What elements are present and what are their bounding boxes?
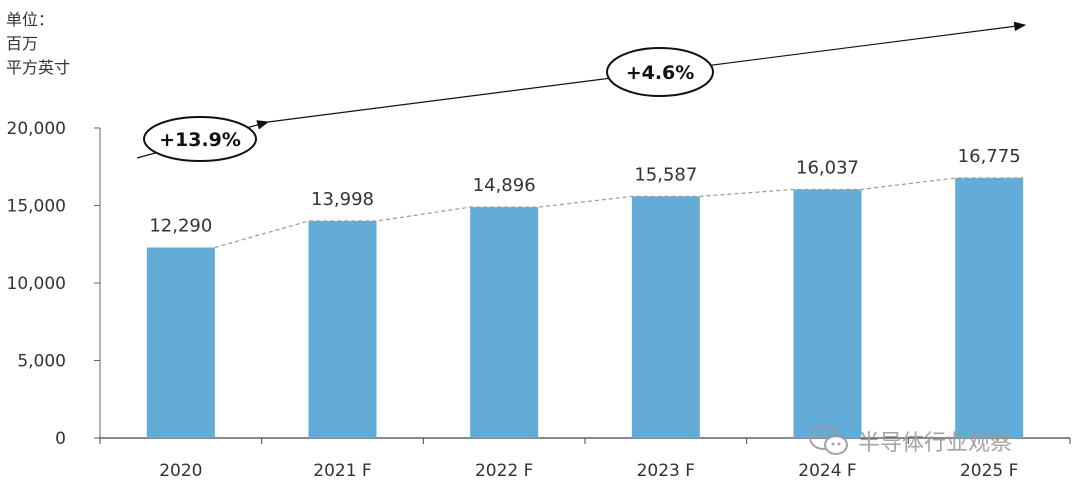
x-tick-label: 2021 F xyxy=(313,461,371,481)
x-tick-label: 2024 F xyxy=(798,461,856,481)
unit-line-3: 平方英寸 xyxy=(6,58,71,77)
bar xyxy=(793,189,862,438)
bar xyxy=(470,207,539,438)
growth-label: +4.6% xyxy=(626,62,695,84)
bar xyxy=(308,221,377,438)
y-tick-label: 0 xyxy=(55,429,66,449)
bar-value-label: 13,998 xyxy=(311,189,374,210)
wechat-icon xyxy=(809,426,848,455)
bar xyxy=(146,247,215,438)
trend-line xyxy=(214,177,1024,249)
x-tick-label: 2025 F xyxy=(960,461,1018,481)
bar-value-label: 12,290 xyxy=(149,216,212,237)
bar-value-label: 15,587 xyxy=(634,164,697,185)
x-tick-label: 2022 F xyxy=(475,461,533,481)
x-axis: 2020 2021 F 2022 F 2023 F 2024 F 2025 F xyxy=(99,437,1071,481)
x-tick-label: 2023 F xyxy=(637,461,695,481)
watermark: 半导体行业观察 xyxy=(808,424,1012,458)
unit-line-2: 百万 xyxy=(6,34,39,53)
growth-label: +13.9% xyxy=(159,129,241,151)
y-tick-label: 5,000 xyxy=(17,352,66,372)
bar-value-label: 14,896 xyxy=(473,175,536,196)
bar xyxy=(955,177,1024,439)
y-tick-label: 20,000 xyxy=(7,119,66,139)
x-tick-label: 2020 xyxy=(159,461,202,481)
watermark-text: 半导体行业观察 xyxy=(858,431,1013,456)
unit-line-1: 单位： xyxy=(6,10,55,29)
bar-value-label: 16,037 xyxy=(796,157,859,178)
growth-annotations: +13.9% +4.6% xyxy=(136,21,1027,162)
growth-bubble xyxy=(606,47,714,97)
growth-bubble xyxy=(143,116,257,162)
y-tick-label: 15,000 xyxy=(7,197,66,217)
y-tick-label: 10,000 xyxy=(7,274,66,294)
unit-label: 单位： 百万 平方英寸 xyxy=(6,8,70,80)
value-labels: 12,290 13,998 14,896 15,587 16,037 16,775 xyxy=(149,146,1020,237)
bars xyxy=(146,177,1024,439)
y-axis: 0 5,000 10,000 15,000 20,000 xyxy=(7,119,101,449)
bar xyxy=(631,196,700,438)
bar-value-label: 16,775 xyxy=(958,146,1021,167)
